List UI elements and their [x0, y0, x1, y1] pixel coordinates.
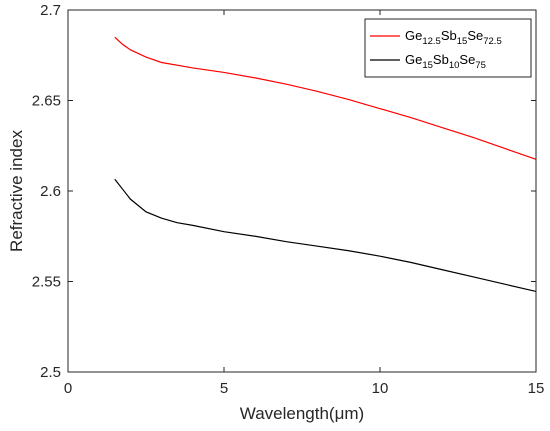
legend-subscript: 12.5 — [422, 36, 441, 47]
x-axis-label: Wavelength(μm) — [240, 404, 364, 423]
y-tick-label: 2.7 — [40, 2, 61, 19]
legend-subscript: 15 — [457, 36, 468, 47]
legend-element: Sb — [441, 28, 457, 43]
legend-label-1: Ge12.5Sb15Se72.5 — [405, 28, 502, 47]
legend-subscript: 10 — [449, 60, 460, 71]
legend-element: Ge — [405, 28, 422, 43]
y-axis-label: Refractive index — [7, 130, 26, 252]
legend-subscript: 15 — [422, 60, 433, 71]
y-tick-label: 2.5 — [40, 364, 61, 381]
series-layer — [114, 36, 537, 293]
x-tick-label: 5 — [220, 380, 228, 397]
legend-element: Sb — [433, 52, 449, 67]
legend-label-2: Ge15Sb10Se75 — [405, 52, 486, 71]
series-line-1 — [114, 36, 537, 160]
y-tick-label: 2.6 — [40, 183, 61, 200]
legend-subscript: 72.5 — [483, 36, 502, 47]
x-tick-label: 15 — [528, 380, 545, 397]
x-tick-label: 10 — [372, 380, 389, 397]
legend-element: Se — [467, 28, 483, 43]
ticks-layer: 0 5 10 15 2.5 2.55 2.6 2.65 2.7 — [32, 2, 545, 397]
y-tick-label: 2.65 — [32, 93, 61, 110]
y-tick-label: 2.55 — [32, 274, 61, 291]
x-tick-label: 0 — [64, 380, 72, 397]
series-line-2 — [114, 178, 537, 293]
legend-box — [364, 18, 532, 78]
legend-subscript: 75 — [475, 60, 486, 71]
legend-element: Ge — [405, 52, 422, 67]
legend-element: Se — [459, 52, 475, 67]
